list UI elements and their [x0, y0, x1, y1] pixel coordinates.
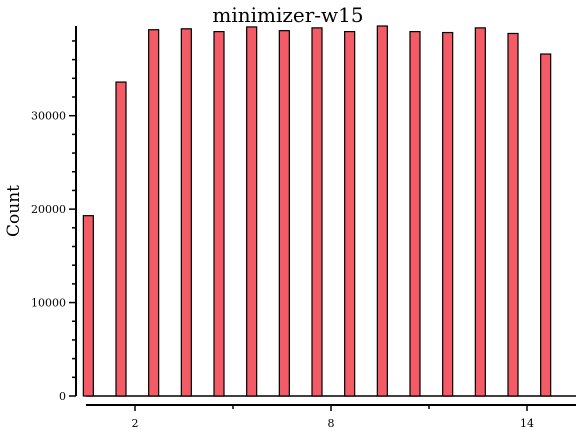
axes-group: 0 10000 20000 30000 2 8 14 — [31, 26, 576, 430]
bar — [311, 27, 323, 397]
bar — [409, 31, 421, 397]
bar — [115, 81, 127, 397]
bar — [376, 25, 388, 397]
bar — [344, 31, 356, 397]
y-axis-label: Count — [4, 185, 24, 237]
y-tick-label: 30000 — [31, 110, 66, 123]
x-tick-label: 14 — [520, 417, 534, 430]
bar — [474, 27, 486, 397]
x-tick-label: 8 — [328, 417, 335, 430]
bar — [213, 31, 225, 397]
bar — [246, 26, 258, 397]
y-tick-label: 20000 — [31, 203, 66, 216]
chart-title: minimizer-w15 — [212, 3, 363, 27]
y-tick-label: 10000 — [31, 297, 66, 310]
bar — [180, 28, 192, 397]
bar — [540, 53, 552, 397]
bar — [442, 31, 454, 397]
bar — [148, 29, 160, 397]
bars-group — [82, 25, 576, 397]
x-tick-label: 2 — [132, 417, 139, 430]
bar — [82, 215, 94, 397]
bar — [278, 30, 290, 397]
y-tick-label: 0 — [59, 390, 66, 403]
bar — [507, 32, 519, 397]
